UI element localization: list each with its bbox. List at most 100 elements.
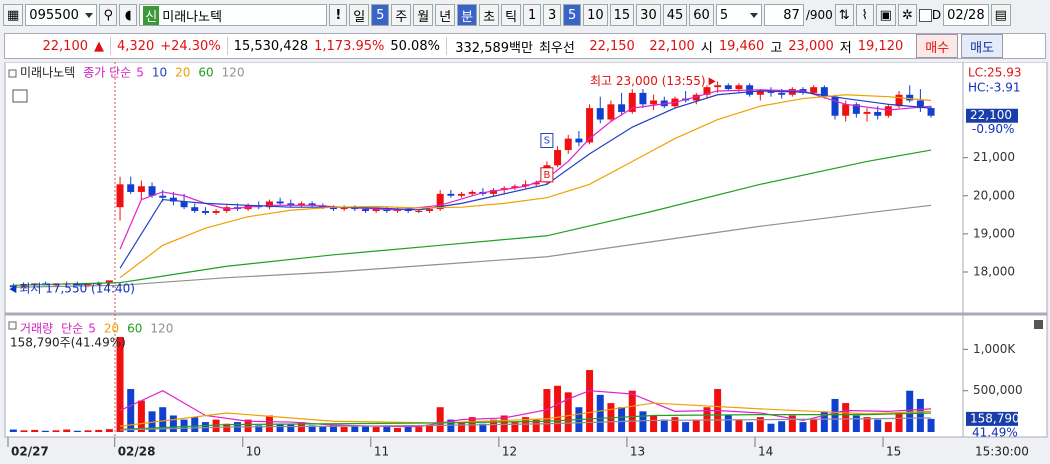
toolbar-button[interactable]: 월 xyxy=(413,4,434,26)
candle-body xyxy=(404,209,412,212)
candle-body xyxy=(692,94,700,101)
toolbar-button[interactable]: 1 xyxy=(523,4,542,26)
alert-button[interactable]: ! xyxy=(329,4,348,26)
sell-button[interactable]: 매도 xyxy=(961,34,1004,58)
volume-bar xyxy=(9,429,17,432)
candle-body xyxy=(436,193,444,210)
toolbar-button[interactable]: 5 xyxy=(371,4,390,26)
toolbar-button[interactable]: 10 xyxy=(583,4,608,26)
candle-body xyxy=(586,108,594,143)
grid-icon xyxy=(12,89,28,103)
volume-bar xyxy=(639,411,647,432)
candle-body xyxy=(105,280,113,284)
annotation-arrow xyxy=(708,77,716,86)
volume-bar xyxy=(436,407,444,432)
y-tick-label: 500,000 xyxy=(973,383,1023,397)
toolbar-button[interactable]: 15 xyxy=(609,4,635,26)
volume-bar xyxy=(746,422,754,432)
best-label: 최우선 xyxy=(538,40,575,56)
settings-icon[interactable]: ✲ xyxy=(897,4,917,26)
ma-line xyxy=(13,204,932,288)
toolbar-button[interactable]: 틱 xyxy=(501,4,522,26)
volume-bar xyxy=(490,419,498,432)
badge: 신 xyxy=(143,5,160,25)
ma-line xyxy=(119,402,932,427)
volume-bar xyxy=(479,423,487,432)
volume-bar xyxy=(724,415,732,432)
toolbar-button[interactable]: 주 xyxy=(391,4,412,26)
volume-bar xyxy=(287,424,295,432)
toolbar-button[interactable]: 45 xyxy=(662,4,688,26)
ma-line xyxy=(119,94,932,279)
candle-body xyxy=(191,207,199,212)
candle-body xyxy=(714,85,722,88)
menu-icon[interactable]: ▦ xyxy=(3,4,24,26)
volume-bar xyxy=(95,429,103,432)
candle-body xyxy=(84,283,92,286)
candle-body xyxy=(361,209,369,212)
candle-body xyxy=(906,94,914,101)
volume-bar xyxy=(842,403,850,432)
volume-bar xyxy=(404,426,412,432)
volume-rate: 1,173.95% xyxy=(314,38,385,54)
toolbar-button[interactable]: 분 xyxy=(457,4,478,26)
annotation: 최고 23,000 (13:55) xyxy=(590,74,706,88)
legend-entry: 5 xyxy=(88,322,96,336)
toolbar-button[interactable]: 60 xyxy=(689,4,714,26)
volume-bar xyxy=(319,426,327,432)
chart: 18,000 19,000 20,000 21,000 미래나노텍 종가 단순 5 10 20 6… xyxy=(4,62,1048,459)
date-check-label: D xyxy=(931,8,942,22)
candle-body xyxy=(522,184,530,187)
candle-body xyxy=(287,203,295,206)
legend-entry: 120 xyxy=(222,66,245,80)
volume-bar xyxy=(586,370,594,432)
save-icon[interactable]: ▣ xyxy=(875,4,896,26)
current-change: -0.90% xyxy=(972,122,1014,136)
date-check[interactable]: D xyxy=(918,8,942,22)
candle-body xyxy=(73,283,81,286)
volume-bar xyxy=(351,425,359,432)
toolbar-button[interactable]: 5 xyxy=(563,4,582,26)
volume-bar xyxy=(169,415,177,432)
candle-body xyxy=(415,211,423,213)
candle-body xyxy=(490,190,498,194)
name-box[interactable]: 신 미래나노텍 xyxy=(139,4,328,26)
volume-bar xyxy=(340,427,348,432)
calendar-icon[interactable]: ▤ xyxy=(990,4,1011,26)
date-input[interactable]: 02/28 xyxy=(943,4,989,26)
x-tick-label: 15 xyxy=(886,445,901,459)
toolbar-button[interactable]: 년 xyxy=(435,4,456,26)
candle-body xyxy=(297,203,305,206)
toolbar-button[interactable]: 일 xyxy=(349,4,370,26)
volume-bar xyxy=(927,418,935,432)
toolbar-button[interactable]: 초 xyxy=(479,4,500,26)
close-icon[interactable] xyxy=(1034,320,1043,329)
candle-body xyxy=(458,193,466,196)
sound-icon[interactable]: ◖ xyxy=(119,4,138,26)
candle-body xyxy=(820,87,828,97)
volume-bar xyxy=(628,390,636,432)
high-label: 고 xyxy=(770,40,783,56)
volume-bar xyxy=(361,426,369,432)
interval-input[interactable]: 5 xyxy=(715,4,762,26)
toolbar-button[interactable]: 30 xyxy=(636,4,661,26)
candle-body xyxy=(265,201,273,208)
tool-icon[interactable]: ⇅ xyxy=(834,4,854,26)
code-input[interactable]: 095500 xyxy=(25,4,98,26)
search-icon[interactable]: ⚲ xyxy=(99,4,118,26)
candle-body xyxy=(650,100,658,105)
legend-title: 단순 xyxy=(61,322,83,336)
buy-button[interactable]: 매수 xyxy=(916,34,959,58)
candle-body xyxy=(148,186,156,196)
toolbar-button[interactable]: 3 xyxy=(543,4,562,26)
candle-body xyxy=(852,104,860,114)
volume-bar xyxy=(692,419,700,432)
volume-bar xyxy=(650,415,658,432)
candle-body xyxy=(212,211,220,213)
candle-body xyxy=(329,207,337,210)
y-tick-label: 20,000 xyxy=(973,188,1015,202)
candle-body xyxy=(596,108,604,120)
tool-icon[interactable]: ⌇ xyxy=(855,4,874,26)
ma-line xyxy=(119,390,932,428)
count-input[interactable]: 87 xyxy=(763,4,804,26)
